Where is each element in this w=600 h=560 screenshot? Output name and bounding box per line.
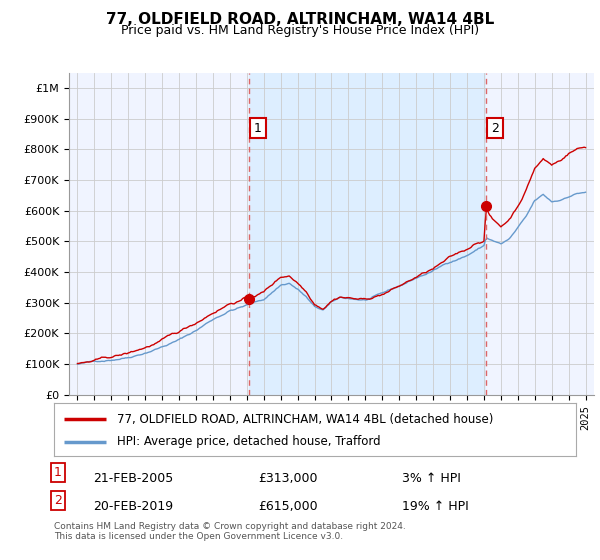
- Text: 20-FEB-2019: 20-FEB-2019: [93, 500, 173, 512]
- Text: 19% ↑ HPI: 19% ↑ HPI: [402, 500, 469, 512]
- Text: 21-FEB-2005: 21-FEB-2005: [93, 472, 173, 484]
- Text: 3% ↑ HPI: 3% ↑ HPI: [402, 472, 461, 484]
- Text: 1: 1: [54, 466, 62, 479]
- Text: Contains HM Land Registry data © Crown copyright and database right 2024.
This d: Contains HM Land Registry data © Crown c…: [54, 522, 406, 542]
- Text: 2: 2: [54, 494, 62, 507]
- Text: £313,000: £313,000: [258, 472, 317, 484]
- Text: 2: 2: [491, 122, 499, 134]
- Text: 77, OLDFIELD ROAD, ALTRINCHAM, WA14 4BL: 77, OLDFIELD ROAD, ALTRINCHAM, WA14 4BL: [106, 12, 494, 27]
- Text: HPI: Average price, detached house, Trafford: HPI: Average price, detached house, Traf…: [116, 435, 380, 448]
- Bar: [249, 73, 486, 395]
- Text: £615,000: £615,000: [258, 500, 317, 512]
- Text: 1: 1: [254, 122, 262, 134]
- Text: Price paid vs. HM Land Registry's House Price Index (HPI): Price paid vs. HM Land Registry's House …: [121, 24, 479, 37]
- Text: 77, OLDFIELD ROAD, ALTRINCHAM, WA14 4BL (detached house): 77, OLDFIELD ROAD, ALTRINCHAM, WA14 4BL …: [116, 413, 493, 426]
